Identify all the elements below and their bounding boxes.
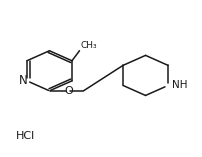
Text: HCl: HCl: [16, 131, 35, 141]
Text: N: N: [19, 74, 27, 87]
Text: CH₃: CH₃: [80, 41, 97, 49]
Text: NH: NH: [171, 80, 187, 90]
Text: O: O: [64, 86, 73, 96]
